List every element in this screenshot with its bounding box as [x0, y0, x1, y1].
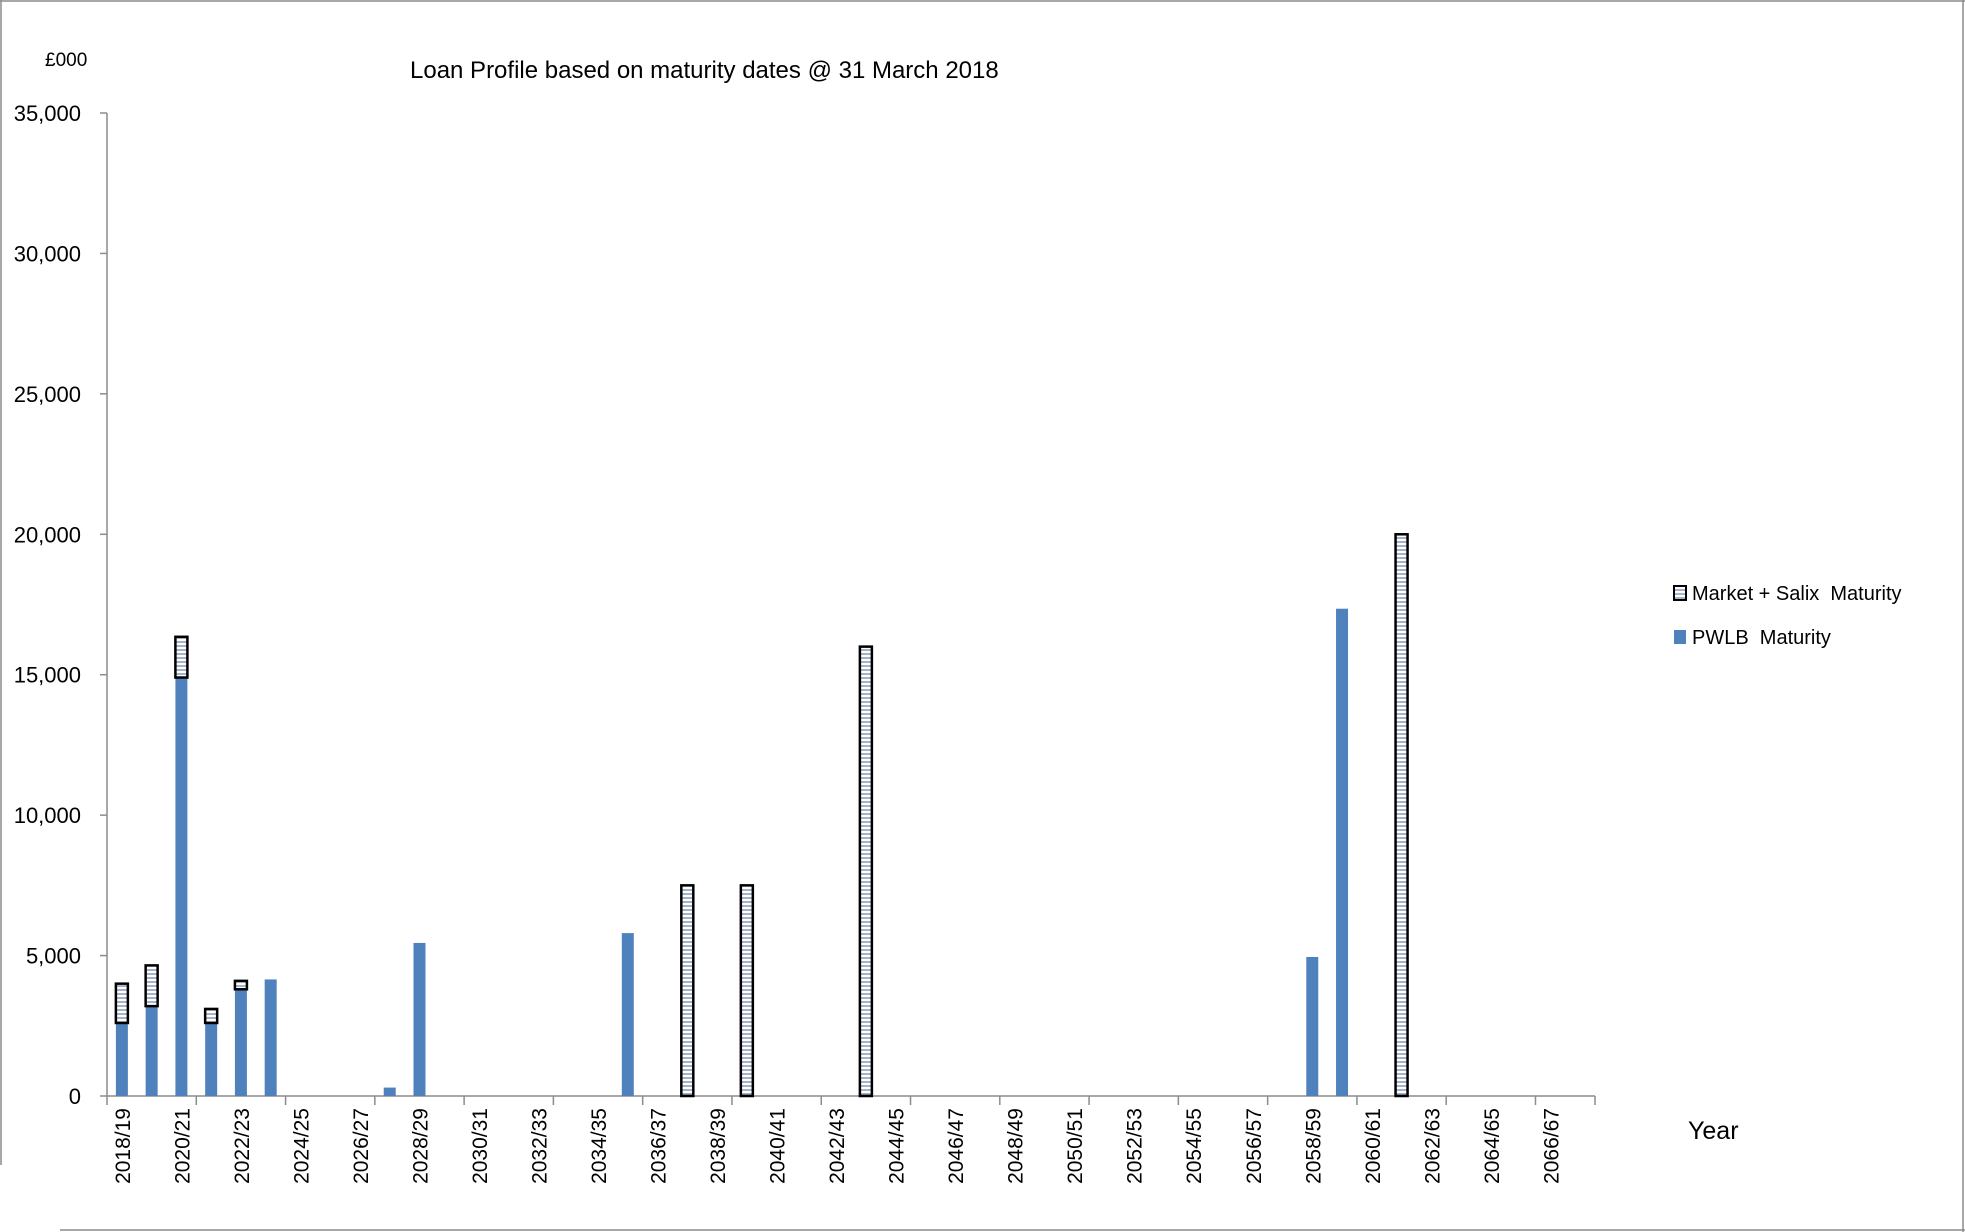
pwlb-bar — [1336, 608, 1349, 1096]
market-salix-bar — [144, 964, 159, 1008]
x-tick-label: 2036/37 — [648, 1108, 671, 1184]
pwlb-bar — [234, 989, 247, 1096]
x-tick-label: 2030/31 — [469, 1108, 492, 1184]
pwlb-bar — [145, 1006, 158, 1096]
y-tick-label: 0 — [69, 1084, 81, 1109]
x-tick-label: 2024/25 — [290, 1108, 313, 1184]
market-salix-bar — [174, 635, 189, 679]
market-salix-bar — [680, 884, 695, 1098]
x-tick-label: 2032/33 — [529, 1108, 552, 1184]
y-tick-label: 20,000 — [14, 522, 81, 547]
x-tick-label: 2062/63 — [1421, 1108, 1444, 1184]
x-tick-label: 2052/53 — [1124, 1108, 1147, 1184]
y-axis-label: £000 — [45, 50, 87, 71]
x-tick-label: 2046/47 — [945, 1108, 968, 1184]
x-tick-label: 2054/55 — [1183, 1108, 1206, 1184]
x-tick-label: 2020/21 — [171, 1108, 194, 1184]
x-tick-label: 2038/39 — [707, 1108, 730, 1184]
pwlb-bar — [383, 1087, 396, 1096]
y-tick-label: 35,000 — [14, 101, 81, 126]
y-axis: 0 5,000 10,000 15,000 20,000 25,000 30,000 35,0… — [14, 101, 108, 1109]
y-tick-label: 5,000 — [26, 944, 81, 969]
y-tick-label: 25,000 — [14, 382, 81, 407]
x-tick-label: 2064/65 — [1481, 1108, 1504, 1184]
x-tick-label: 2018/19 — [112, 1108, 135, 1184]
market-salix-bar — [1394, 533, 1409, 1098]
market-salix-bar — [739, 884, 755, 1098]
x-tick-label: 2048/49 — [1005, 1108, 1028, 1184]
x-tick-label: 2042/43 — [826, 1108, 849, 1184]
x-axis: 2018/19 2020/21 2022/23 2024/25 2026/27 2028/… — [106, 1095, 1596, 1184]
x-axis-label: Year — [1688, 1117, 1739, 1145]
x-tick-label: 2066/67 — [1540, 1108, 1563, 1184]
chart-title: Loan Profile based on maturity dates @ 3… — [410, 57, 999, 84]
y-tick-label: 10,000 — [14, 803, 81, 828]
x-tick-label: 2056/57 — [1243, 1108, 1266, 1184]
legend-label: PWLB Maturity — [1692, 627, 1831, 649]
x-tick-label: 2022/23 — [231, 1108, 254, 1184]
x-tick-label: 2026/27 — [350, 1108, 373, 1184]
x-tick-label: 2058/59 — [1302, 1108, 1325, 1184]
pwlb-bar — [115, 1022, 128, 1096]
y-tick-label: 15,000 — [14, 663, 81, 688]
y-tick-label: 30,000 — [14, 241, 81, 266]
pwlb-bar — [413, 942, 426, 1096]
pwlb-bar — [1306, 956, 1319, 1096]
pwlb-bar — [205, 1022, 218, 1096]
legend-swatch — [1673, 585, 1687, 601]
market-salix-bar — [114, 982, 130, 1025]
x-tick-label: 2028/29 — [409, 1108, 432, 1184]
pwlb-bar — [264, 979, 277, 1096]
market-salix-bar — [203, 1007, 219, 1025]
market-salix-bar — [858, 645, 874, 1098]
legend-label: Market + Salix Maturity — [1692, 583, 1902, 605]
x-tick-label: 2060/61 — [1362, 1108, 1385, 1184]
pwlb-bar — [621, 933, 634, 1096]
bars-layer — [114, 533, 1409, 1098]
x-tick-label: 2040/41 — [767, 1108, 790, 1184]
pwlb-bar — [175, 677, 188, 1096]
market-salix-bar — [233, 979, 249, 991]
x-tick-label: 2034/35 — [588, 1108, 611, 1184]
x-tick-label: 2050/51 — [1064, 1108, 1087, 1184]
legend-swatch — [1674, 630, 1686, 644]
x-tick-label: 2044/45 — [886, 1108, 909, 1184]
legend: Market + Salix Maturity PWLB Maturity — [1673, 583, 1902, 649]
